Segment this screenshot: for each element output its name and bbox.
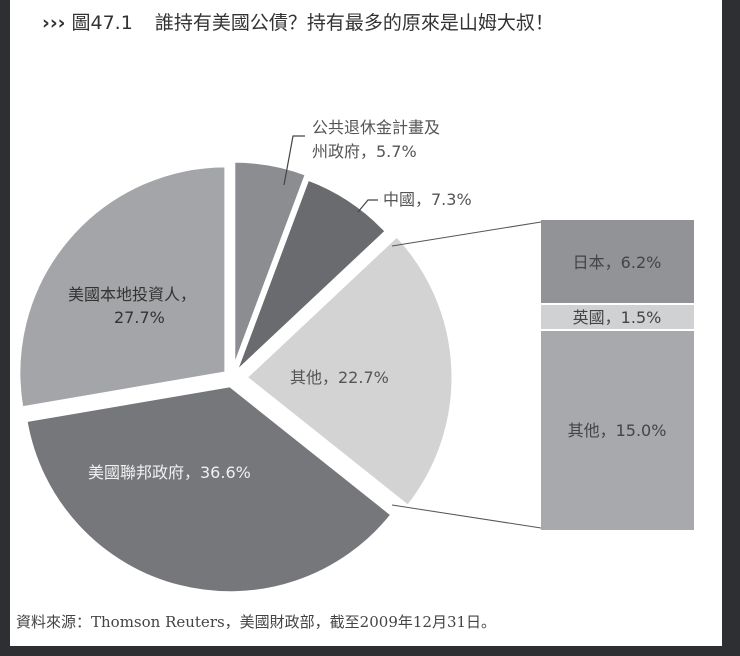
title-text: 誰持有美國公債？持有最多的原來是山姆大叔！ [154, 12, 554, 34]
label-others-detail: 其他，15.0% [568, 421, 667, 440]
pie-slice [243, 233, 455, 509]
bar-japan [541, 220, 694, 303]
label-federal: 美國聯邦政府，36.6% [88, 463, 251, 482]
label-others: 其他，22.7% [290, 368, 389, 387]
pie-slice [233, 177, 389, 375]
breakdown-bar [541, 220, 694, 530]
label-uk: 英國，1.5% [573, 308, 662, 327]
leader-china [357, 199, 378, 213]
label-local-1: 美國本地投資人， [68, 285, 196, 304]
arrows-icon: ››› [42, 12, 66, 34]
source-note: 資料來源：Thomson Reuters，美國財政部，截至2009年12月31日… [16, 613, 497, 631]
pie-slice [24, 384, 395, 595]
label-local-2: 27.7% [114, 308, 165, 327]
label-japan: 日本，6.2% [573, 253, 662, 272]
bar-others [541, 331, 694, 530]
label-pension-1: 公共退休金計畫及 [312, 118, 440, 137]
label-china: 中國，7.3% [383, 190, 472, 209]
figure-title: ››› 圖47.1 誰持有美國公債？持有最多的原來是山姆大叔！ [42, 8, 554, 35]
pie-slice [17, 164, 228, 410]
bar-uk [541, 305, 694, 329]
label-pension-2: 州政府，5.7% [312, 142, 417, 161]
leader-pension [283, 135, 305, 186]
connector-bottom [391, 504, 542, 529]
figure-number: 圖47.1 [71, 12, 133, 34]
connector-top [391, 221, 542, 247]
pie-slice [232, 159, 309, 369]
